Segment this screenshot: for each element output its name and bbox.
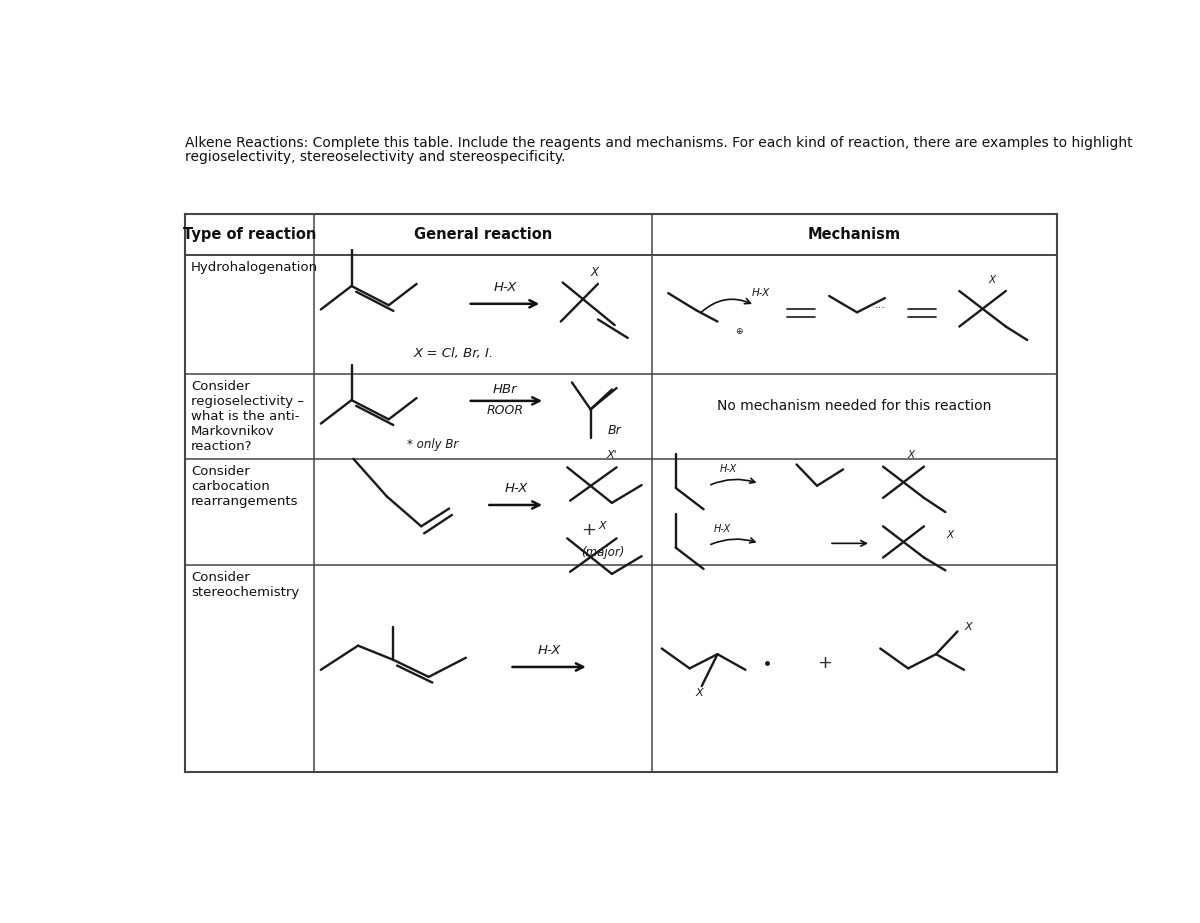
Text: ⊕: ⊕: [736, 327, 743, 336]
Text: Br: Br: [608, 425, 622, 438]
Text: Consider
stereochemistry: Consider stereochemistry: [191, 570, 299, 599]
Text: ...: ...: [875, 300, 886, 310]
Text: H-X: H-X: [504, 482, 528, 495]
Text: X: X: [599, 521, 606, 532]
Text: (major): (major): [581, 545, 624, 558]
Text: Hydrohalogenation: Hydrohalogenation: [191, 260, 318, 274]
Text: H-X: H-X: [493, 281, 517, 294]
Text: X = Cl, Br, I.: X = Cl, Br, I.: [414, 347, 494, 361]
Text: X: X: [989, 275, 996, 285]
Text: X': X': [606, 450, 617, 461]
Text: * only Br: * only Br: [407, 438, 458, 451]
Text: X: X: [947, 530, 954, 540]
Text: HBr: HBr: [493, 383, 517, 396]
Text: ROOR: ROOR: [486, 404, 523, 417]
Text: H-X: H-X: [720, 464, 737, 474]
Text: X: X: [695, 689, 703, 699]
Text: Mechanism: Mechanism: [808, 227, 901, 242]
Text: Alkene Reactions: Complete this table. Include the reagents and mechanisms. For : Alkene Reactions: Complete this table. I…: [185, 136, 1133, 150]
Text: H-X: H-X: [538, 644, 562, 657]
Text: regioselectivity, stereoselectivity and stereospecificity.: regioselectivity, stereoselectivity and …: [185, 150, 566, 164]
Text: X: X: [590, 266, 599, 279]
Text: X: X: [907, 450, 914, 461]
Text: Consider
carbocation
rearrangements: Consider carbocation rearrangements: [191, 465, 299, 508]
Text: H-X: H-X: [752, 288, 770, 298]
Text: +: +: [581, 521, 596, 539]
Text: X: X: [965, 622, 972, 632]
Text: Type of reaction: Type of reaction: [184, 227, 317, 242]
Text: Consider
regioselectivity –
what is the anti-
Markovnikov
reaction?: Consider regioselectivity – what is the …: [191, 379, 304, 452]
Text: General reaction: General reaction: [414, 227, 552, 242]
Text: +: +: [817, 653, 832, 672]
Text: No mechanism needed for this reaction: No mechanism needed for this reaction: [718, 399, 991, 413]
Text: H-X: H-X: [714, 524, 731, 534]
